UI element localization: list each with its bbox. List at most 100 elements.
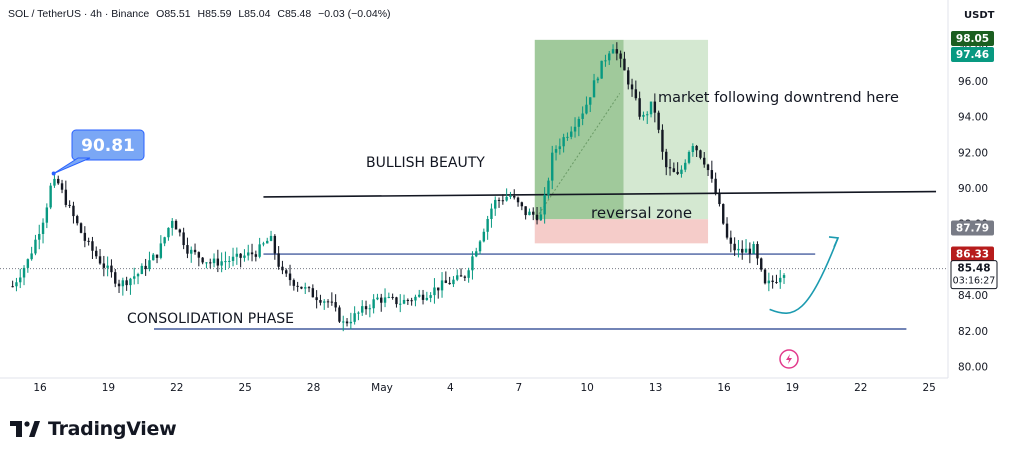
current-price-badge [950, 260, 998, 290]
candle-body [459, 275, 463, 277]
candle-body [600, 60, 603, 79]
candle-body [425, 297, 429, 300]
candle-body [695, 145, 698, 151]
candle-body [136, 273, 140, 277]
currency-label[interactable]: USDT [964, 10, 995, 21]
candle-body [558, 146, 562, 150]
candle-body [642, 114, 645, 117]
candle-body [646, 114, 649, 116]
symbol-info[interactable]: SOL / TetherUS · 4h · Binance [8, 8, 150, 20]
candle-body [547, 180, 550, 195]
candle-body [714, 178, 717, 194]
x-tick-label: 28 [307, 382, 320, 394]
high-callout-pointer [53, 157, 91, 175]
candle-body [361, 306, 364, 313]
candle-body [45, 207, 49, 223]
candle-body [49, 185, 52, 208]
candle-body [520, 202, 524, 207]
price-badge-label: 97.46 [956, 49, 989, 61]
candle-body [300, 286, 303, 289]
bar-countdown-label: 03:16:27 [953, 276, 996, 287]
candle-body [752, 244, 755, 254]
x-tick-label: 10 [581, 382, 594, 394]
consolidation-phase-label: CONSOLIDATION PHASE [127, 311, 294, 327]
candle-body [205, 262, 208, 264]
candle-body [524, 206, 527, 216]
candle-body [345, 321, 349, 324]
candle-body [68, 204, 71, 206]
candle-body [121, 280, 125, 287]
candle-body [323, 301, 326, 303]
candle-body [554, 149, 558, 153]
y-tick-label: 82.00 [958, 326, 988, 338]
candle-body [535, 214, 539, 221]
x-tick-label: 16 [33, 382, 47, 394]
x-tick-label: May [371, 382, 393, 394]
candle-body [665, 151, 668, 168]
candle-body [79, 223, 83, 233]
candle-body [406, 299, 410, 301]
annotations: BULLISH BEAUTY CONSOLIDATION PHASE market … [51, 90, 899, 327]
candle-body [577, 118, 581, 127]
candle-body [543, 194, 546, 215]
candle-body [262, 243, 265, 245]
candle-body [710, 170, 714, 179]
candle-body [551, 152, 554, 181]
candles [11, 42, 786, 332]
candle-body [22, 267, 26, 278]
candle-body [566, 136, 569, 138]
alert-icon[interactable] [779, 349, 799, 369]
candle-body [509, 196, 512, 198]
candle-body [513, 196, 516, 198]
chart-area[interactable]: BULLISH BEAUTY CONSOLIDATION PHASE market … [0, 0, 1024, 405]
candle-body [615, 49, 619, 54]
candlestick-chart[interactable]: BULLISH BEAUTY CONSOLIDATION PHASE market … [0, 0, 1024, 405]
candle-body [608, 53, 611, 61]
candle-body [235, 253, 239, 257]
price-badge [951, 220, 994, 236]
candle-body [60, 183, 64, 190]
candle-body [64, 189, 68, 205]
candle-body [433, 287, 436, 296]
candle-body [140, 265, 144, 274]
candle-body [490, 208, 493, 219]
ohlc-change: −0.03 (−0.04%) [318, 8, 391, 20]
candle-body [634, 89, 638, 99]
y-tick-label: 92.00 [958, 147, 988, 159]
x-tick-label: 22 [170, 382, 183, 394]
candle-body [148, 260, 151, 270]
candle-body [440, 280, 444, 291]
candle-body [209, 262, 212, 264]
candle-body [596, 78, 600, 81]
candle-body [581, 113, 584, 119]
candle-body [182, 232, 185, 246]
candle-body [691, 145, 695, 153]
candle-body [448, 282, 451, 285]
candle-body [782, 275, 786, 278]
candle-body [763, 269, 767, 284]
candle-body [395, 297, 398, 305]
candle-body [410, 300, 413, 302]
candle-body [737, 248, 740, 251]
y-tick-label: 90.00 [958, 183, 988, 195]
candle-body [444, 280, 448, 283]
profit-zone [623, 39, 709, 220]
candle-body [292, 280, 296, 286]
candle-body [167, 227, 170, 238]
price-badge [951, 47, 994, 62]
candle-body [311, 288, 315, 298]
candle-body [186, 245, 189, 254]
x-tick-label: 19 [102, 382, 115, 394]
candle-body [402, 299, 406, 304]
candle-body [247, 252, 250, 256]
candle-body [231, 256, 235, 261]
high-price-value: 90.81 [81, 136, 135, 156]
candle-body [258, 244, 261, 257]
candle-body [387, 296, 391, 298]
candle-body [452, 279, 455, 285]
candle-body [570, 131, 573, 137]
ohlc-low: L85.04 [238, 8, 271, 20]
candle-body [133, 276, 136, 279]
candle-body [91, 241, 94, 251]
